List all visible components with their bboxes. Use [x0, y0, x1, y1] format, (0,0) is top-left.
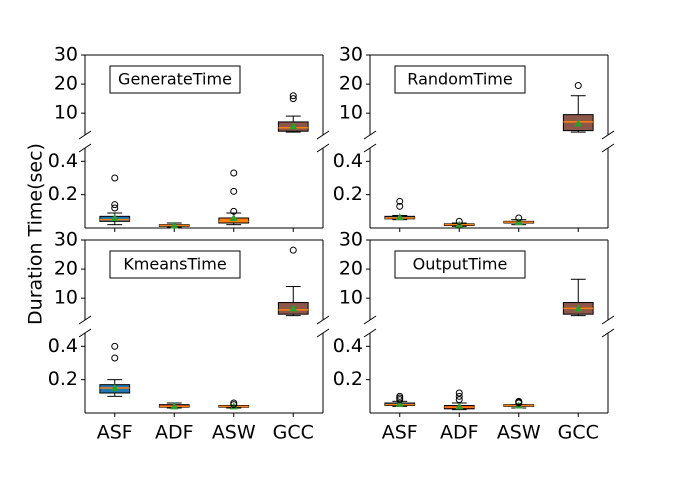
outlier: [515, 397, 523, 405]
mean: [110, 384, 119, 391]
outlier: [230, 187, 238, 195]
panel-title: KmeansTime: [123, 255, 226, 274]
mean: [170, 402, 179, 410]
title-box: [394, 65, 526, 94]
mean: [170, 221, 179, 229]
outlier: [230, 207, 238, 215]
x-tick-label: GCC: [273, 422, 314, 444]
break-mark: [363, 130, 377, 140]
y-tick-label: 0.2: [333, 368, 363, 390]
y-tick-label: 0.2: [333, 183, 363, 205]
outlier: [289, 246, 297, 254]
outlier: [455, 217, 463, 225]
outlier: [396, 202, 404, 210]
break-mark: [601, 143, 615, 153]
panel-title: RandomTime: [407, 70, 512, 89]
y-tick-label: 20: [339, 73, 363, 95]
outlier: [289, 95, 297, 103]
y-tick-label: 30: [339, 229, 363, 251]
x-tick-label: ASW: [497, 422, 541, 444]
break-mark: [363, 315, 377, 325]
outlier: [111, 174, 119, 182]
mean: [574, 304, 583, 312]
x-tick-label: ADF: [440, 422, 479, 444]
x-tick-label: ASF: [382, 422, 418, 444]
mean: [514, 218, 523, 226]
y-tick-label: 10: [339, 102, 363, 124]
outlier: [455, 396, 463, 404]
outlier: [574, 82, 582, 90]
mean: [110, 214, 119, 221]
title-box: [394, 250, 526, 279]
outlier: [455, 392, 463, 400]
y-tick-label: 30: [54, 44, 78, 66]
outlier: [515, 214, 523, 222]
break-mark: [316, 328, 330, 338]
y-tick-label: 10: [54, 287, 78, 309]
y-tick-label: 0.4: [48, 335, 78, 357]
mean: [289, 304, 298, 312]
outlier: [111, 204, 119, 212]
title-box: [109, 65, 241, 94]
break-mark: [601, 130, 615, 140]
mean: [395, 399, 404, 407]
outlier: [111, 354, 119, 362]
outlier: [230, 169, 238, 177]
outlier: [455, 389, 463, 397]
y-tick-label: 10: [339, 287, 363, 309]
outlier: [230, 399, 238, 407]
y-tick-label: 30: [54, 229, 78, 251]
title-box: [109, 250, 241, 279]
break-mark: [316, 130, 330, 140]
y-tick-label: 0.4: [48, 150, 78, 172]
panel-title: OutputTime: [413, 255, 508, 274]
outlier: [111, 342, 119, 350]
outlier: [289, 92, 297, 100]
y-tick-label: 20: [339, 258, 363, 280]
break-mark: [601, 328, 615, 338]
panel-title: GenerateTime: [118, 70, 232, 89]
break-mark: [363, 143, 377, 153]
outlier: [396, 392, 404, 400]
mean: [395, 213, 404, 221]
break-mark: [78, 328, 92, 338]
x-tick-label: ASF: [97, 422, 133, 444]
outlier: [396, 197, 404, 205]
y-tick-label: 0.2: [48, 368, 78, 390]
break-mark: [363, 328, 377, 338]
mean: [455, 402, 464, 410]
x-tick-label: GCC: [558, 422, 599, 444]
y-tick-label: 10: [54, 102, 78, 124]
y-tick-label: 0.4: [333, 335, 363, 357]
y-tick-label: 0.4: [333, 150, 363, 172]
x-tick-label: ASW: [212, 422, 256, 444]
outlier: [111, 201, 119, 209]
y-tick-label: 20: [54, 73, 78, 95]
mean: [289, 122, 298, 130]
x-tick-label: ADF: [155, 422, 194, 444]
y-axis-label: Duration Time(sec): [25, 143, 47, 325]
break-mark: [316, 143, 330, 153]
y-tick-label: 0.2: [48, 183, 78, 205]
mean: [574, 119, 583, 127]
break-mark: [78, 130, 92, 140]
break-mark: [316, 315, 330, 325]
break-mark: [78, 315, 92, 325]
y-tick-label: 20: [54, 258, 78, 280]
break-mark: [78, 143, 92, 153]
y-tick-label: 30: [339, 44, 363, 66]
mean: [229, 214, 238, 221]
break-mark: [601, 315, 615, 325]
